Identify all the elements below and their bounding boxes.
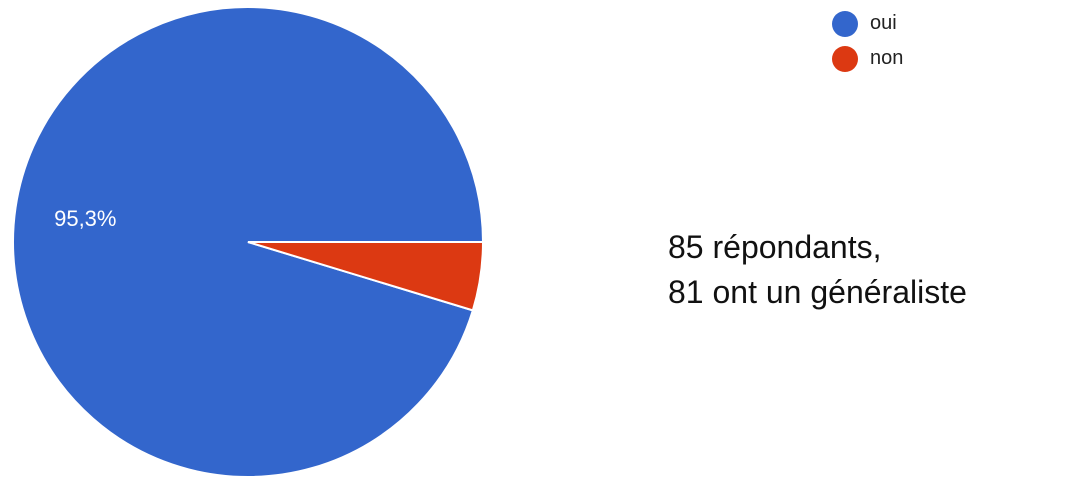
legend-label-oui: oui: [870, 12, 897, 34]
pie-slices: [12, 6, 485, 478]
pie-slice-label-oui: 95,3%: [54, 206, 116, 231]
respondent-note-line-2: 81 ont un généraliste: [668, 274, 967, 310]
respondent-note: 85 répondants, 81 ont un généraliste: [668, 225, 967, 315]
pie-chart: 95,3%: [12, 6, 485, 478]
chart-legend: oui non: [832, 6, 903, 76]
pie-slice-labels: 95,3%: [54, 206, 116, 231]
legend-label-non: non: [870, 47, 904, 69]
legend-swatch-oui: [832, 10, 858, 37]
legend-item-non[interactable]: non: [832, 41, 903, 76]
respondent-note-line-1: 85 répondants,: [668, 229, 882, 265]
pie-slice-non[interactable]: [247, 241, 485, 312]
legend-swatch-non: [832, 45, 858, 72]
legend-item-oui[interactable]: oui: [832, 6, 903, 41]
